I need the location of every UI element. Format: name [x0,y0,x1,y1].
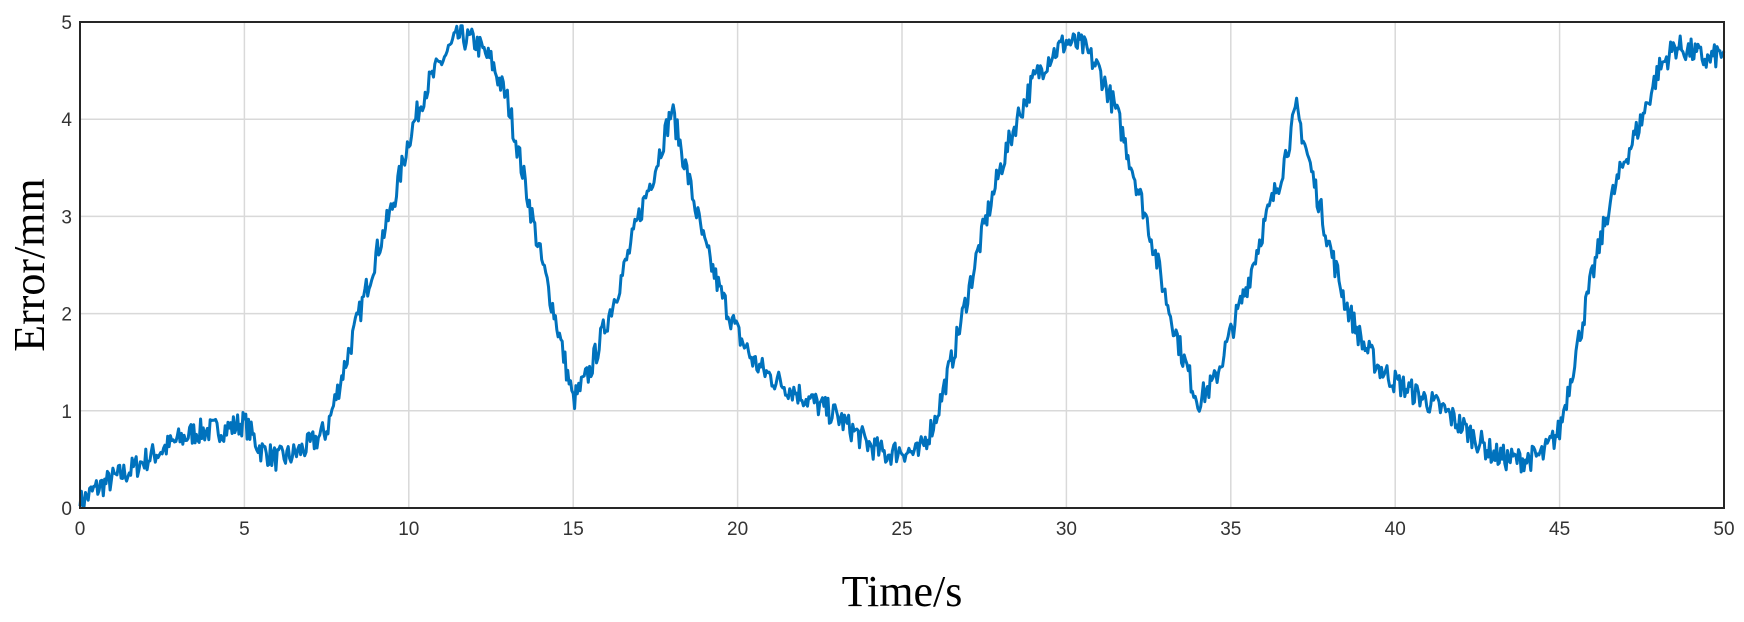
y-tick-label: 5 [61,13,72,34]
x-tick-labels: 0 5 10 15 20 25 30 35 40 45 50 [75,519,1735,540]
x-tick-label: 50 [1713,519,1734,540]
x-tick-label: 20 [727,519,748,540]
series-line [78,24,1726,508]
x-tick-label: 15 [563,519,584,540]
y-tick-label: 0 [61,499,72,520]
x-tick-label: 0 [75,519,86,540]
x-tick-label: 25 [891,519,912,540]
x-tick-label: 5 [239,519,250,540]
y-tick-label: 2 [61,305,72,326]
y-tick-label: 4 [61,110,72,131]
y-tick-labels: 0 1 2 3 4 5 [61,13,72,520]
x-tick-label: 10 [398,519,419,540]
series-layer [78,24,1726,508]
y-axis-title: Error/mm [5,178,54,352]
x-tick-label: 40 [1385,519,1406,540]
y-tick-label: 3 [61,207,72,228]
x-axis-title: Time/s [842,567,963,616]
y-tick-label: 1 [61,402,72,423]
plot-frame [79,21,1725,509]
x-tick-label: 35 [1220,519,1241,540]
x-tick-label: 45 [1549,519,1570,540]
x-tick-label: 30 [1056,519,1077,540]
